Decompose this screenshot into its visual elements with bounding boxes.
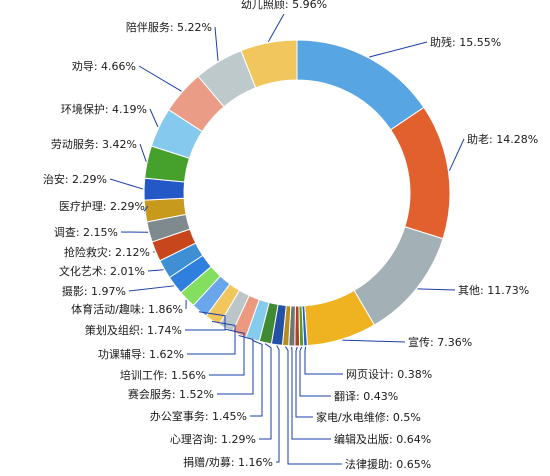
slice-23-leader bbox=[139, 143, 147, 162]
slice-1-segment bbox=[389, 106, 451, 240]
slice-3-leader bbox=[342, 339, 406, 343]
slice-0-leader bbox=[369, 41, 428, 58]
slice-10-label: 心理咨询: 1.29% bbox=[170, 432, 256, 446]
slice-27-leader bbox=[267, 13, 285, 42]
slice-15-label: 策划及组织: 1.74% bbox=[85, 323, 182, 337]
slice-5-leader bbox=[299, 346, 331, 397]
slice-6-label: 家电/水电维修: 0.5% bbox=[316, 410, 421, 424]
slice-22-leader bbox=[109, 178, 144, 190]
slice-7-label: 编辑及出版: 0.64% bbox=[334, 432, 431, 446]
slice-7-leader bbox=[291, 346, 331, 440]
slice-25-label: 劝导: 4.66% bbox=[72, 59, 136, 73]
slice-21-label: 医疗护理: 2.29% bbox=[59, 199, 145, 213]
slice-24-leader bbox=[149, 108, 159, 128]
slice-25-leader bbox=[138, 65, 182, 92]
slice-11-label: 办公室事务: 1.45% bbox=[150, 409, 247, 423]
slice-0-segment bbox=[296, 39, 425, 131]
slice-27-label: 幼儿照顾: 5.96% bbox=[241, 0, 327, 11]
slice-27-segment bbox=[240, 39, 298, 89]
slice-24-label: 环境保护: 4.19% bbox=[61, 102, 147, 116]
slice-12-label: 赛会服务: 1.52% bbox=[128, 387, 214, 401]
slice-2-label: 其他: 11.73% bbox=[458, 284, 529, 297]
donut-slices bbox=[143, 39, 451, 347]
slice-14-leader bbox=[187, 320, 236, 355]
slice-26-label: 陪伴服务: 5.22% bbox=[126, 20, 212, 34]
slice-9-label: 捐赠/劝募: 1.16% bbox=[183, 455, 273, 469]
slice-15-leader bbox=[185, 311, 226, 331]
slice-9-leader bbox=[276, 345, 280, 463]
leader-lines bbox=[109, 13, 465, 465]
slice-13-leader bbox=[209, 328, 245, 376]
slice-13-label: 培训工作: 1.56% bbox=[120, 368, 206, 382]
slice-11-leader bbox=[250, 339, 263, 417]
slice-1-leader bbox=[448, 138, 465, 171]
slice-12-leader bbox=[217, 335, 254, 395]
slice-14-label: 功课辅导: 1.62% bbox=[98, 347, 184, 361]
slice-10-leader bbox=[259, 343, 272, 440]
slice-22-label: 治安: 2.29% bbox=[43, 172, 107, 186]
slice-8-leader bbox=[285, 346, 342, 465]
slice-21-leader bbox=[143, 205, 149, 212]
slice-23-label: 劳动服务: 3.42% bbox=[51, 138, 137, 151]
slice-4-leader bbox=[304, 346, 343, 375]
slice-19-label: 抢险救灾: 2.12% bbox=[64, 245, 150, 259]
slice-1-label: 助老: 14.28% bbox=[467, 132, 538, 146]
slice-6-leader bbox=[295, 346, 313, 418]
slice-0-label: 助残: 15.55% bbox=[430, 35, 501, 49]
slice-16-label: 体育活动/趣味: 1.86% bbox=[71, 302, 183, 316]
slice-2-leader bbox=[417, 288, 456, 291]
slice-17-leader bbox=[128, 285, 175, 292]
slice-18-leader bbox=[147, 269, 164, 272]
slice-20-label: 调查: 2.15% bbox=[54, 225, 118, 239]
slice-4-label: 网页设计: 0.38% bbox=[346, 368, 432, 381]
slice-17-label: 摄影: 1.97% bbox=[62, 284, 126, 298]
slice-labels: 助残: 15.55% 助老: 14.28% 其他: 11.73% 宣传: 7.36% 网… bbox=[43, 0, 538, 471]
slice-5-label: 翻译: 0.43% bbox=[334, 389, 398, 403]
slice-18-label: 文化艺术: 2.01% bbox=[59, 264, 145, 278]
slice-3-label: 宣传: 7.36% bbox=[408, 335, 472, 349]
slice-26-leader bbox=[214, 26, 219, 61]
slice-8-label: 法律援助: 0.65% bbox=[345, 457, 431, 471]
slice-2-segment bbox=[353, 226, 444, 326]
